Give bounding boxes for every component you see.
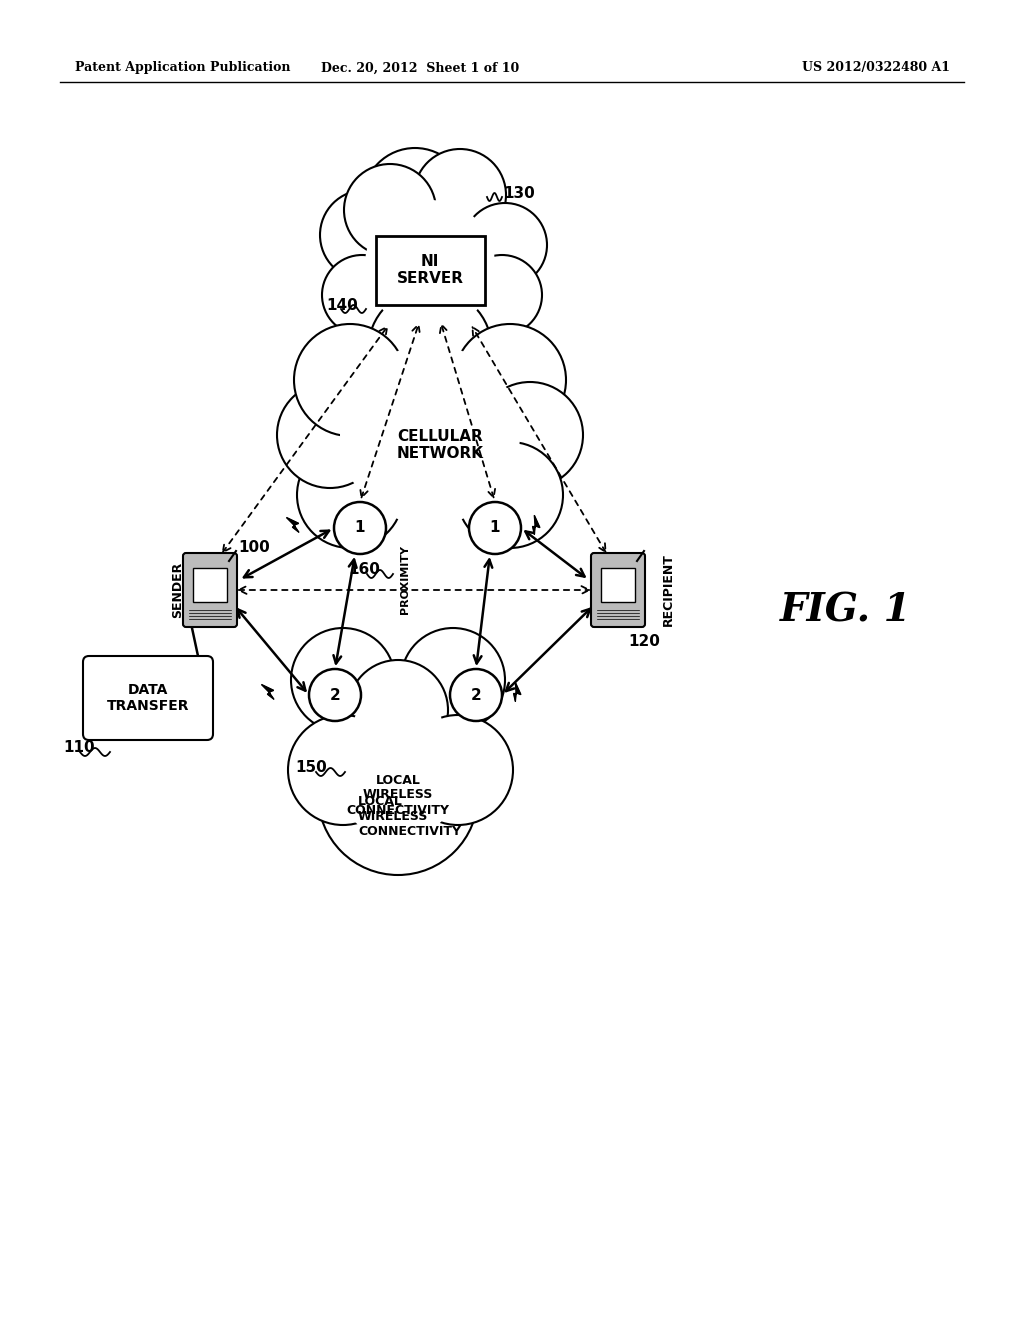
Circle shape bbox=[344, 164, 436, 256]
FancyBboxPatch shape bbox=[183, 553, 237, 627]
Text: FIG. 1: FIG. 1 bbox=[780, 591, 911, 630]
Circle shape bbox=[278, 381, 383, 488]
Text: SENDER: SENDER bbox=[171, 562, 184, 618]
Circle shape bbox=[462, 255, 542, 335]
Text: PROXIMITY: PROXIMITY bbox=[400, 545, 410, 615]
Text: LOCAL
WIRELESS
CONNECTIVITY: LOCAL WIRELESS CONNECTIVITY bbox=[346, 774, 450, 817]
Circle shape bbox=[338, 719, 458, 840]
FancyBboxPatch shape bbox=[376, 235, 484, 305]
Polygon shape bbox=[514, 682, 521, 701]
Circle shape bbox=[334, 502, 386, 554]
Circle shape bbox=[403, 715, 513, 825]
Text: 120: 120 bbox=[628, 635, 659, 649]
Circle shape bbox=[319, 190, 410, 280]
Text: DATA
TRANSFER: DATA TRANSFER bbox=[106, 682, 189, 713]
Text: 2: 2 bbox=[471, 688, 481, 702]
Circle shape bbox=[362, 148, 467, 252]
Circle shape bbox=[392, 277, 468, 352]
Text: 150: 150 bbox=[295, 760, 327, 776]
FancyBboxPatch shape bbox=[83, 656, 213, 741]
Text: LOCAL
WIRELESS
CONNECTIVITY: LOCAL WIRELESS CONNECTIVITY bbox=[358, 795, 461, 838]
Circle shape bbox=[401, 628, 505, 733]
Circle shape bbox=[469, 502, 521, 554]
Text: Patent Application Publication: Patent Application Publication bbox=[75, 62, 291, 74]
Circle shape bbox=[322, 255, 402, 335]
Text: 100: 100 bbox=[238, 540, 269, 556]
Text: 130: 130 bbox=[503, 186, 535, 201]
Bar bbox=[193, 568, 227, 602]
Text: 1: 1 bbox=[489, 520, 501, 536]
Polygon shape bbox=[532, 515, 540, 535]
Circle shape bbox=[288, 715, 398, 825]
Circle shape bbox=[365, 201, 495, 330]
Circle shape bbox=[297, 442, 403, 548]
Text: US 2012/0322480 A1: US 2012/0322480 A1 bbox=[802, 62, 950, 74]
Circle shape bbox=[450, 669, 502, 721]
Text: Dec. 20, 2012  Sheet 1 of 10: Dec. 20, 2012 Sheet 1 of 10 bbox=[321, 62, 519, 74]
Circle shape bbox=[463, 203, 547, 286]
Text: 140: 140 bbox=[326, 297, 357, 313]
Circle shape bbox=[477, 381, 583, 488]
Circle shape bbox=[454, 323, 566, 436]
Circle shape bbox=[353, 685, 443, 775]
FancyBboxPatch shape bbox=[591, 553, 645, 627]
Circle shape bbox=[457, 442, 563, 548]
Text: 2: 2 bbox=[330, 688, 340, 702]
Circle shape bbox=[340, 345, 520, 525]
Circle shape bbox=[348, 660, 449, 760]
Circle shape bbox=[294, 323, 406, 436]
Circle shape bbox=[318, 715, 478, 875]
Polygon shape bbox=[261, 685, 273, 700]
Circle shape bbox=[291, 628, 395, 733]
Text: CELLULAR
NETWORK: CELLULAR NETWORK bbox=[396, 429, 483, 461]
Circle shape bbox=[414, 149, 506, 242]
Polygon shape bbox=[287, 517, 299, 532]
Text: NI
SERVER: NI SERVER bbox=[396, 253, 464, 286]
Bar bbox=[601, 568, 635, 602]
Circle shape bbox=[368, 288, 492, 412]
Text: 110: 110 bbox=[63, 741, 94, 755]
Circle shape bbox=[309, 669, 361, 721]
Text: 160: 160 bbox=[348, 562, 380, 578]
Text: 1: 1 bbox=[354, 520, 366, 536]
Text: RECIPIENT: RECIPIENT bbox=[662, 553, 675, 627]
